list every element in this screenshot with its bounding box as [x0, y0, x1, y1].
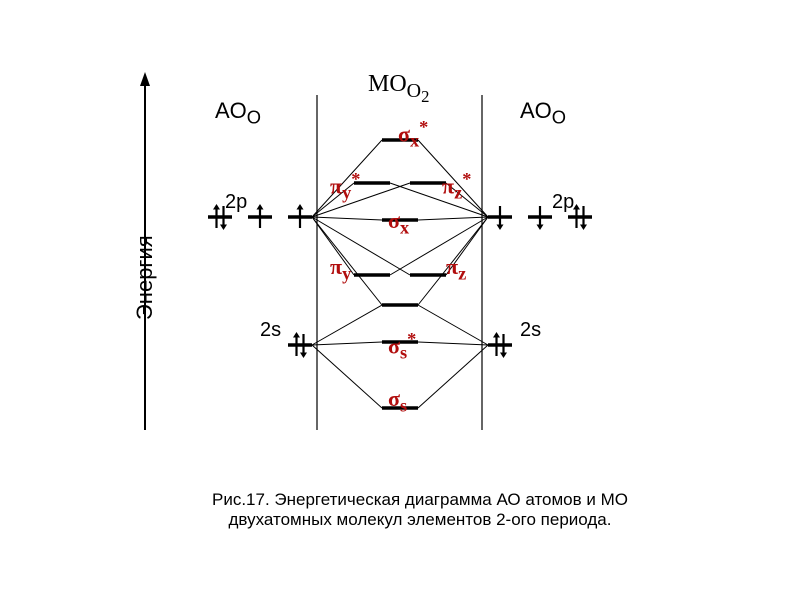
label-2s-left: 2s [260, 320, 281, 340]
label-pi-z: πz [446, 256, 466, 283]
label-pi-y-star: πy* [330, 170, 360, 202]
label-sigma-s-star: σs* [388, 330, 416, 362]
label-sigma-x-star: σx* [398, 118, 428, 150]
energy-axis-label: Энергия [132, 235, 158, 320]
label-2s-right: 2s [520, 320, 541, 340]
label-sigma-x: σx [388, 210, 409, 237]
mo-diagram-figure: { "layout": { "width": 800, "height": 60… [0, 0, 800, 600]
label-pi-z-star: πz* [442, 170, 471, 202]
label-pi-y: πy [330, 256, 351, 283]
label-sigma-s: σs [388, 388, 407, 415]
ao-header-left: AOO [215, 100, 261, 127]
figure-caption: Рис.17. Энергетическая диаграмма АО атом… [170, 490, 670, 530]
label-2p-left: 2p [225, 192, 247, 212]
ao-header-right: AOO [520, 100, 566, 127]
mo-title: MOO2 [368, 72, 429, 105]
label-2p-right: 2p [552, 192, 574, 212]
